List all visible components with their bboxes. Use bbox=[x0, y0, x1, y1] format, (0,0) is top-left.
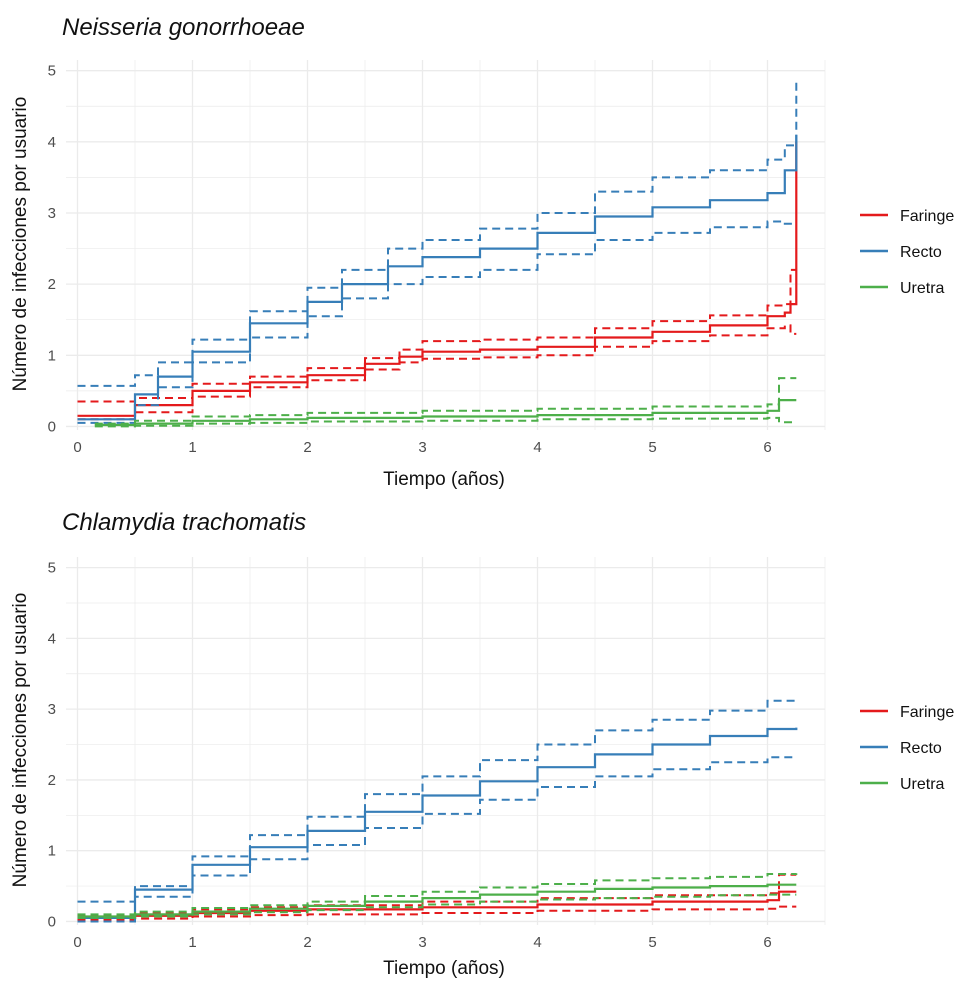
series-faringe-lower-ci bbox=[77, 324, 797, 421]
top-x-axis-title: Tiempo (años) bbox=[383, 469, 505, 490]
top-y-axis-title: Número de infecciones por usuario bbox=[10, 97, 31, 392]
panel-top: Neisseria gonorrhoeae 0 1 2 3 4 5 0 1 2 3 4 5 6 Tiem… bbox=[10, 14, 954, 490]
series-uretra-line bbox=[94, 399, 797, 427]
series-recto-line bbox=[77, 727, 798, 919]
x-tick-label: 5 bbox=[648, 934, 656, 951]
y-tick-label: 2 bbox=[48, 276, 56, 293]
y-tick-label: 1 bbox=[48, 843, 56, 860]
series-faringe-upper-ci bbox=[77, 873, 797, 917]
x-tick-label: 1 bbox=[188, 934, 196, 951]
x-tick-label: 3 bbox=[418, 934, 426, 951]
legend-label-recto: Recto bbox=[900, 244, 942, 261]
y-tick-label: 5 bbox=[48, 63, 56, 80]
series-recto-lower-ci bbox=[77, 220, 797, 424]
y-tick-label: 0 bbox=[48, 418, 56, 435]
series-uretra-upper-ci bbox=[94, 377, 797, 425]
bottom-chart-title: Chlamydia trachomatis bbox=[62, 509, 306, 536]
x-tick-label: 4 bbox=[533, 439, 541, 456]
x-tick-label: 0 bbox=[73, 439, 81, 456]
top-grid bbox=[66, 60, 826, 430]
bottom-x-axis-title: Tiempo (años) bbox=[383, 958, 505, 979]
series-uretra-upper-ci bbox=[77, 873, 798, 916]
series-uretra-line bbox=[77, 883, 797, 918]
top-legend: Faringe Recto Uretra bbox=[860, 208, 954, 297]
series-recto-upper-ci bbox=[77, 698, 798, 903]
series-recto-lower-ci bbox=[77, 756, 797, 923]
bottom-grid bbox=[66, 557, 826, 925]
x-tick-label: 1 bbox=[188, 439, 196, 456]
y-tick-label: 1 bbox=[48, 347, 56, 364]
series-faringe-upper-ci bbox=[77, 268, 797, 403]
series-uretra bbox=[77, 873, 798, 919]
x-tick-label: 3 bbox=[418, 439, 426, 456]
series-recto bbox=[77, 77, 798, 424]
series-uretra-lower-ci bbox=[94, 416, 797, 428]
panel-bottom: Chlamydia trachomatis 0 1 2 3 4 5 0 1 2 3 4 5 6 Tiem… bbox=[10, 509, 954, 979]
x-tick-label: 0 bbox=[73, 934, 81, 951]
y-tick-label: 3 bbox=[48, 205, 56, 222]
series-recto bbox=[77, 698, 798, 923]
bottom-y-axis-title: Número de infecciones por usuario bbox=[10, 593, 31, 888]
legend-label-recto: Recto bbox=[900, 740, 942, 757]
series-recto-line bbox=[77, 134, 798, 421]
x-tick-label: 5 bbox=[648, 439, 656, 456]
x-tick-label: 6 bbox=[763, 934, 771, 951]
legend-label-uretra: Uretra bbox=[900, 776, 945, 793]
series-faringe-lower-ci bbox=[77, 905, 797, 921]
legend-label-faringe: Faringe bbox=[900, 704, 954, 721]
y-tick-label: 4 bbox=[48, 134, 56, 151]
x-tick-label: 6 bbox=[763, 439, 771, 456]
x-tick-label: 2 bbox=[303, 934, 311, 951]
y-tick-label: 0 bbox=[48, 913, 56, 930]
legend-label-uretra: Uretra bbox=[900, 280, 945, 297]
x-tick-label: 4 bbox=[533, 934, 541, 951]
bottom-legend: Faringe Recto Uretra bbox=[860, 704, 954, 793]
top-ticks: 0 1 2 3 4 5 0 1 2 3 4 5 6 bbox=[48, 63, 772, 456]
top-chart-title: Neisseria gonorrhoeae bbox=[62, 14, 305, 41]
y-tick-label: 2 bbox=[48, 772, 56, 789]
series-faringe-line bbox=[77, 141, 798, 417]
series-uretra-lower-ci bbox=[77, 893, 797, 919]
top-series bbox=[77, 77, 798, 428]
legend-label-faringe: Faringe bbox=[900, 208, 954, 225]
series-uretra bbox=[94, 377, 797, 428]
y-tick-label: 4 bbox=[48, 630, 56, 647]
x-tick-label: 2 bbox=[303, 439, 311, 456]
series-recto-upper-ci bbox=[77, 77, 798, 387]
bottom-ticks: 0 1 2 3 4 5 0 1 2 3 4 5 6 bbox=[48, 560, 772, 951]
y-tick-label: 5 bbox=[48, 560, 56, 577]
series-faringe bbox=[77, 141, 798, 421]
y-tick-label: 3 bbox=[48, 701, 56, 718]
bottom-series bbox=[77, 698, 798, 923]
